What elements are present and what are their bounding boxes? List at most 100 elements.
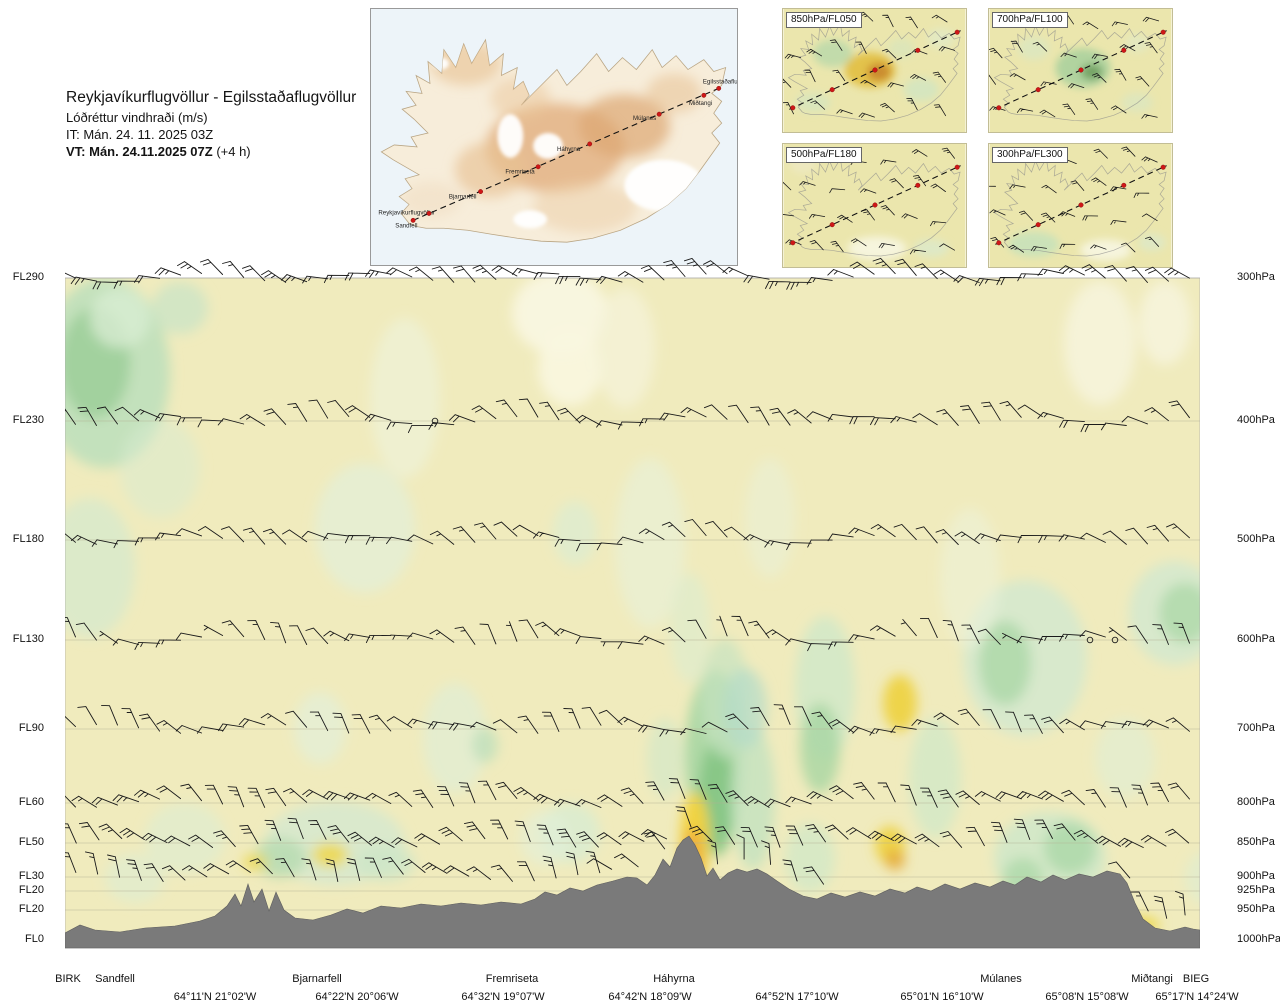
pressure-tick: 700hPa (1237, 722, 1275, 734)
map-waypoint-dot (426, 210, 432, 216)
panel-shading (795, 28, 955, 113)
panel-route-dot (829, 222, 835, 228)
panel-route-dot (915, 182, 921, 188)
pressure-tick: 1000hPa (1237, 933, 1280, 945)
panel-route-dot (954, 164, 960, 170)
panel-coastline (787, 157, 961, 257)
flight-level-tick: FL180 (12, 533, 44, 545)
map-waypoint-dot (701, 92, 707, 98)
chart-subtitle: Lóðréttur vindhraði (m/s) (66, 110, 208, 126)
chart-title: Reykjavíkurflugvöllur - Egilsstaðaflugvö… (66, 89, 357, 106)
pressure-tick: 900hPa (1237, 870, 1275, 882)
panel-850hpa-label: 850hPa/FL050 (786, 12, 862, 28)
flight-level-tick: FL20 (18, 903, 44, 915)
calm-wind-circle (1086, 636, 1094, 644)
waypoint-label: BIRK (55, 973, 81, 985)
pressure-tick: 400hPa (1237, 414, 1275, 426)
panel-route-dot (1035, 222, 1041, 228)
vertical-velocity-shading (65, 278, 1200, 934)
panel-route-dot (1160, 164, 1166, 170)
panel-300hpa: 300hPa/FL300 (988, 143, 1173, 268)
panel-route-dot (790, 240, 796, 246)
panel-coastline (993, 157, 1167, 257)
panel-route-dot (790, 105, 796, 111)
panel-500hpa: 500hPa/FL180 (782, 143, 967, 268)
panel-route-dot (1160, 29, 1166, 35)
valid-time-line: VT: Mán. 24.11.2025 07Z (+4 h) (66, 144, 356, 161)
flight-level-tick: FL130 (12, 633, 44, 645)
panel-500hpa-label: 500hPa/FL180 (786, 147, 862, 163)
map-route-markers: Reykjavíkurflugvöllur Sandfell Bjarnarfell… (378, 78, 737, 229)
map-waypoint-dot (410, 217, 416, 223)
flight-level-tick: FL50 (18, 836, 44, 848)
pressure-tick: 925hPa (1237, 884, 1275, 896)
init-time: IT: Mán. 24. 11. 2025 03Z (66, 127, 214, 143)
pressure-tick: 600hPa (1237, 633, 1275, 645)
map-waypoint-dot (478, 189, 484, 195)
pressure-tick: 950hPa (1237, 903, 1275, 915)
flight-level-tick: FL60 (18, 796, 44, 808)
terrain-profile (65, 835, 1200, 949)
wind-barbs (65, 257, 1190, 919)
map-waypoint-label: Egilsstaðaflugvöllur (703, 78, 737, 85)
coordinate-label: 64°22'N 20°06'W (315, 991, 399, 1003)
waypoint-label: Miðtangi (1131, 973, 1173, 985)
map-waypoint-dot (587, 141, 593, 147)
map-waypoint-dot (535, 164, 541, 170)
iceland-map-svg: Reykjavíkurflugvöllur Sandfell Bjarnarfell… (371, 9, 737, 265)
map-waypoint-label: Fremriseta (505, 169, 535, 176)
waypoint-label: BIEG (1182, 973, 1210, 985)
waypoint-label: Háhyrna (653, 973, 695, 985)
map-waypoint-label: Múlanes (633, 115, 656, 122)
panel-coastline (787, 22, 961, 122)
flight-level-tick: FL230 (12, 414, 44, 426)
panel-route-dot (1078, 202, 1084, 208)
panel-850hpa: 850hPa/FL050 (782, 8, 967, 133)
coordinate-label: 65°01'N 16°10'W (900, 991, 984, 1003)
panel-300hpa-label: 300hPa/FL300 (992, 147, 1068, 163)
map-waypoint-label: Bjarnarfell (449, 194, 477, 201)
waypoint-label: Sandfell (95, 973, 135, 985)
flight-level-tick: FL30 (18, 870, 44, 882)
coordinate-label: 64°32'N 19°07'W (461, 991, 545, 1003)
panel-route-dot (872, 67, 878, 73)
map-waypoint-label: Miðtangi (689, 100, 712, 107)
panel-route-dot (1035, 87, 1041, 93)
waypoint-label: Fremriseta (485, 973, 539, 985)
flight-level-tick: FL290 (12, 271, 44, 283)
panel-route-dot (996, 240, 1002, 246)
map-waypoint-label: Sandfell (395, 222, 417, 229)
panel-500hpa-map (783, 144, 966, 267)
map-route-line (412, 87, 719, 221)
flight-level-tick: FL0 (25, 933, 44, 945)
panel-700hpa-label: 700hPa/FL100 (992, 12, 1068, 28)
panel-coastline (993, 22, 1167, 122)
header-block: Reykjavíkurflugvöllur - Egilsstaðaflugvö… (66, 88, 356, 161)
valid-time: VT: Mán. 24.11.2025 07Z (66, 143, 213, 159)
map-waypoint-label: Reykjavíkurflugvöllur (378, 209, 435, 216)
panel-700hpa: 700hPa/FL100 (988, 8, 1173, 133)
panel-700hpa-map (989, 9, 1172, 132)
pressure-tick: 500hPa (1237, 533, 1275, 545)
panel-route-dot (1078, 67, 1084, 73)
pressure-tick: 850hPa (1237, 836, 1275, 848)
waypoint-label: Múlanes (980, 973, 1022, 985)
map-waypoint-label: Háhyrna (557, 146, 581, 153)
panel-route-dot (915, 47, 921, 53)
coordinate-label: 64°11'N 21°02'W (173, 991, 257, 1003)
map-waypoint-dot (716, 85, 722, 91)
flight-level-tick: FL90 (18, 722, 44, 734)
panel-route-dot (872, 202, 878, 208)
panel-300hpa-map (989, 144, 1172, 267)
panel-route-dot (954, 29, 960, 35)
pressure-tick: 800hPa (1237, 796, 1275, 808)
waypoint-label: Bjarnarfell (292, 973, 342, 985)
iceland-route-map: Reykjavíkurflugvöllur Sandfell Bjarnarfell… (370, 8, 738, 266)
panel-route-dot (1121, 182, 1127, 188)
calm-wind-circle (431, 417, 439, 425)
valid-time-offset: (+4 h) (212, 143, 251, 159)
pressure-tick: 300hPa (1237, 271, 1275, 283)
cross-section-chart (65, 257, 1200, 949)
panel-850hpa-map (783, 9, 966, 132)
coordinate-label: 65°17'N 14°24'W (1155, 991, 1239, 1003)
